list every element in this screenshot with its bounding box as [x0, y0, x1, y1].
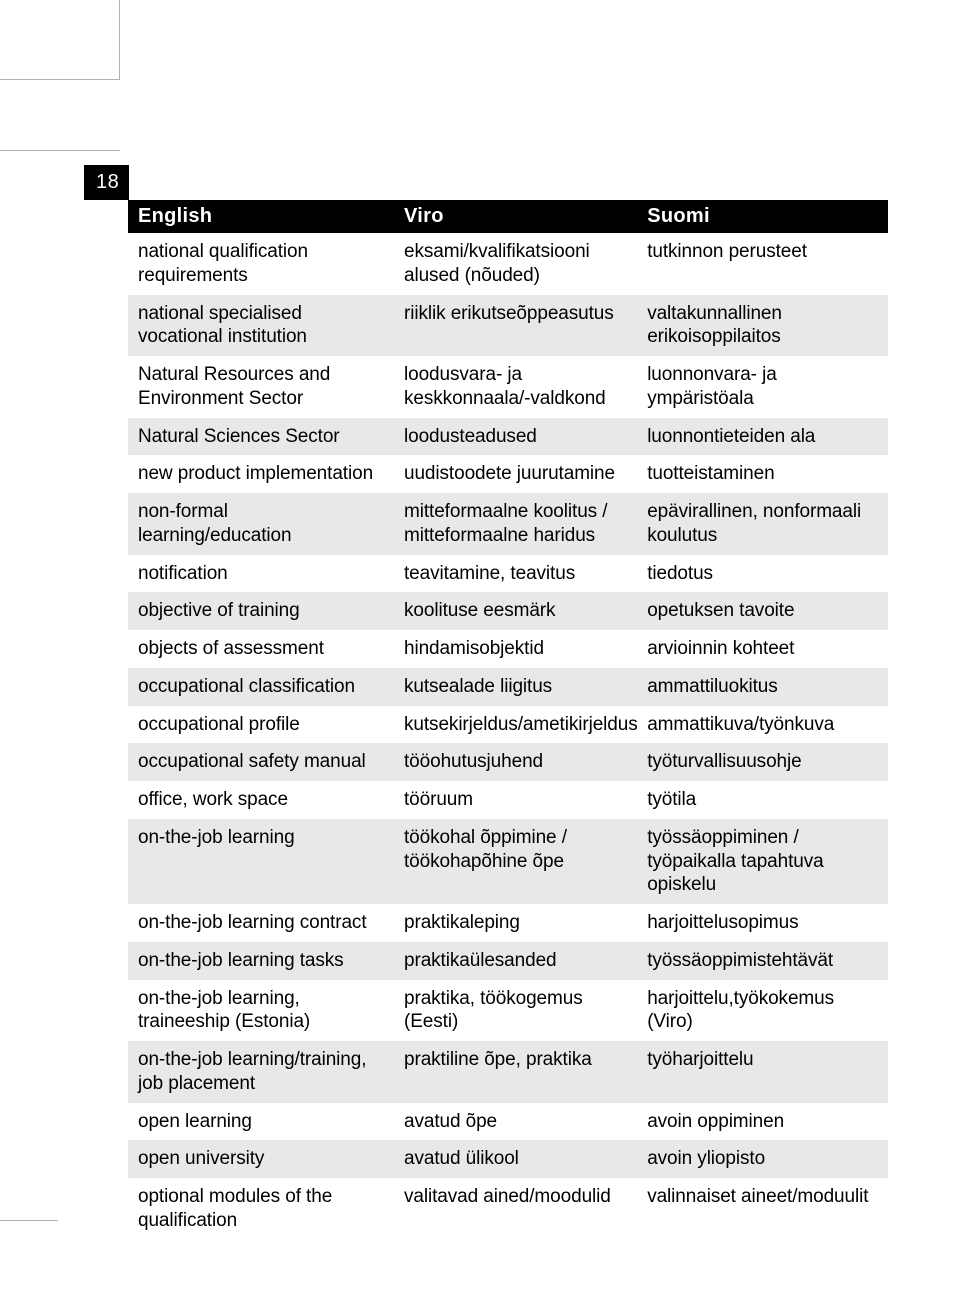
table-row: open learningavatud õpeavoin oppiminen: [128, 1103, 888, 1141]
cell-en: occupational classification: [128, 668, 394, 706]
table-row: office, work spacetööruumtyötila: [128, 781, 888, 819]
cell-viro: praktikaleping: [394, 904, 637, 942]
cell-en: occupational safety manual: [128, 743, 394, 781]
cell-en: national qualification requirements: [128, 233, 394, 295]
cell-en: office, work space: [128, 781, 394, 819]
cell-en: on-the-job learning contract: [128, 904, 394, 942]
glossary-table-container: English Viro Suomi national qualificatio…: [128, 200, 888, 1240]
cell-en: objective of training: [128, 592, 394, 630]
table-row: occupational safety manualtööohutusjuhen…: [128, 743, 888, 781]
cell-suomi: työssäoppimistehtävät: [637, 942, 888, 980]
cell-suomi: harjoittelusopimus: [637, 904, 888, 942]
table-header-row: English Viro Suomi: [128, 200, 888, 233]
col-header-suomi: Suomi: [637, 200, 888, 233]
table-row: Natural Sciences Sectorloodusteadusedluo…: [128, 418, 888, 456]
cell-viro: eksami/kvalifikatsiooni alused (nõuded): [394, 233, 637, 295]
page-number-badge: 18: [84, 165, 129, 200]
cell-en: Natural Resources and Environment Sector: [128, 356, 394, 418]
cell-viro: praktika, töökogemus (Eesti): [394, 980, 637, 1042]
page-rule-lower: [0, 1220, 58, 1221]
cell-suomi: tutkinnon perusteet: [637, 233, 888, 295]
cell-viro: avatud ülikool: [394, 1140, 637, 1178]
table-row: non-formal learning/educationmitteformaa…: [128, 493, 888, 555]
cell-suomi: valtakunnallinen erikoisoppilaitos: [637, 295, 888, 357]
cell-viro: loodusvara- ja keskkonnaala/-valdkond: [394, 356, 637, 418]
table-row: on-the-job learning taskspraktikaülesand…: [128, 942, 888, 980]
cell-suomi: ammattiluokitus: [637, 668, 888, 706]
cell-viro: koolituse eesmärk: [394, 592, 637, 630]
cell-en: new product implementation: [128, 455, 394, 493]
cell-en: national specialised vocational institut…: [128, 295, 394, 357]
cell-en: optional modules of the qualification: [128, 1178, 394, 1240]
cell-suomi: luonnonvara- ja ympäristöala: [637, 356, 888, 418]
cell-viro: avatud õpe: [394, 1103, 637, 1141]
table-row: notificationteavitamine, teavitustiedotu…: [128, 555, 888, 593]
cell-viro: töökohal õppimine / töökohapõhine õpe: [394, 819, 637, 904]
table-row: objects of assessmenthindamisobjektidarv…: [128, 630, 888, 668]
cell-suomi: arvioinnin kohteet: [637, 630, 888, 668]
cell-viro: tööohutusjuhend: [394, 743, 637, 781]
table-body: national qualification requirementseksam…: [128, 233, 888, 1240]
cell-viro: praktikaülesanded: [394, 942, 637, 980]
table-row: optional modules of the qualificationval…: [128, 1178, 888, 1240]
cell-suomi: työturvallisuusohje: [637, 743, 888, 781]
page-crop-mark-top: [0, 0, 120, 80]
page-rule-upper: [0, 150, 120, 151]
cell-suomi: tuotteistaminen: [637, 455, 888, 493]
col-header-viro: Viro: [394, 200, 637, 233]
cell-viro: uudistoodete juurutamine: [394, 455, 637, 493]
cell-suomi: epävirallinen, nonformaali koulutus: [637, 493, 888, 555]
table-row: open universityavatud ülikoolavoin yliop…: [128, 1140, 888, 1178]
cell-en: open learning: [128, 1103, 394, 1141]
table-row: national qualification requirementseksam…: [128, 233, 888, 295]
cell-en: occupational profile: [128, 706, 394, 744]
cell-en: Natural Sciences Sector: [128, 418, 394, 456]
cell-viro: kutsekirjeldus/ametikirjeldus: [394, 706, 637, 744]
cell-en: open university: [128, 1140, 394, 1178]
table-row: occupational profilekutsekirjeldus/ameti…: [128, 706, 888, 744]
cell-viro: loodusteadused: [394, 418, 637, 456]
cell-viro: riiklik erikutseõppeasutus: [394, 295, 637, 357]
cell-suomi: avoin yliopisto: [637, 1140, 888, 1178]
cell-suomi: opetuksen tavoite: [637, 592, 888, 630]
glossary-table: English Viro Suomi national qualificatio…: [128, 200, 888, 1240]
table-row: new product implementationuudistoodete j…: [128, 455, 888, 493]
table-row: on-the-job learning/training, job placem…: [128, 1041, 888, 1103]
table-row: on-the-job learning, traineeship (Estoni…: [128, 980, 888, 1042]
table-row: on-the-job learning contractpraktikalepi…: [128, 904, 888, 942]
cell-suomi: harjoittelu,työkokemus (Viro): [637, 980, 888, 1042]
cell-en: on-the-job learning, traineeship (Estoni…: [128, 980, 394, 1042]
cell-viro: kutsealade liigitus: [394, 668, 637, 706]
cell-suomi: ammattikuva/työnkuva: [637, 706, 888, 744]
table-row: national specialised vocational institut…: [128, 295, 888, 357]
cell-en: notification: [128, 555, 394, 593]
cell-viro: hindamisobjektid: [394, 630, 637, 668]
table-row: Natural Resources and Environment Sector…: [128, 356, 888, 418]
cell-suomi: valinnaiset aineet/moduulit: [637, 1178, 888, 1240]
cell-viro: teavitamine, teavitus: [394, 555, 637, 593]
col-header-english: English: [128, 200, 394, 233]
cell-viro: mitteformaalne koolitus / mitteformaalne…: [394, 493, 637, 555]
cell-suomi: työharjoittelu: [637, 1041, 888, 1103]
table-row: objective of trainingkoolituse eesmärkop…: [128, 592, 888, 630]
cell-suomi: työtila: [637, 781, 888, 819]
cell-suomi: työssäoppiminen / työpaikalla tapahtuva …: [637, 819, 888, 904]
cell-viro: praktiline õpe, praktika: [394, 1041, 637, 1103]
cell-suomi: tiedotus: [637, 555, 888, 593]
cell-en: on-the-job learning: [128, 819, 394, 904]
cell-en: on-the-job learning/training, job placem…: [128, 1041, 394, 1103]
cell-suomi: avoin oppiminen: [637, 1103, 888, 1141]
cell-suomi: luonnontieteiden ala: [637, 418, 888, 456]
cell-en: non-formal learning/education: [128, 493, 394, 555]
cell-en: objects of assessment: [128, 630, 394, 668]
cell-viro: tööruum: [394, 781, 637, 819]
cell-en: on-the-job learning tasks: [128, 942, 394, 980]
cell-viro: valitavad ained/moodulid: [394, 1178, 637, 1240]
table-row: occupational classificationkutsealade li…: [128, 668, 888, 706]
table-row: on-the-job learningtöökohal õppimine / t…: [128, 819, 888, 904]
